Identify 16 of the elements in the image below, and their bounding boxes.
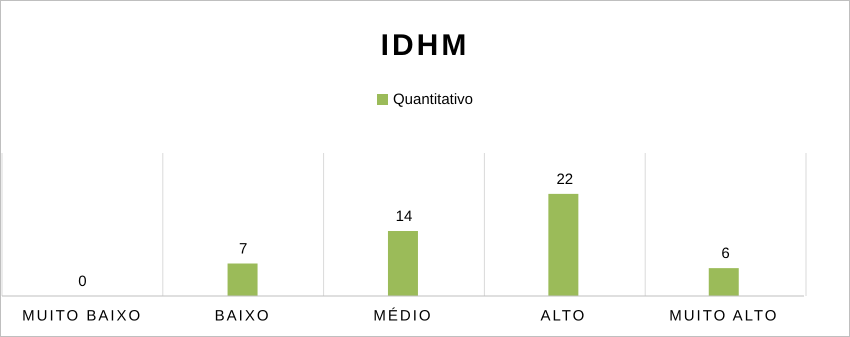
bar — [228, 264, 258, 296]
bar — [388, 231, 418, 296]
x-tick-label: MÉDIO — [373, 306, 433, 325]
x-tick-label: MUITO BAIXO — [22, 308, 142, 325]
data-label: 7 — [239, 240, 248, 258]
x-tick-label: ALTO — [540, 308, 586, 325]
bar — [548, 194, 578, 296]
data-label: 0 — [78, 273, 87, 290]
chart-title: IDHM — [380, 29, 470, 63]
x-tick-label: MUITO ALTO — [669, 308, 778, 325]
data-label: 14 — [396, 208, 412, 225]
bar — [708, 268, 739, 296]
x-tick-label: BAIXO — [214, 308, 271, 325]
data-label: 6 — [721, 245, 730, 262]
data-label: 22 — [556, 170, 574, 188]
legend-label: Quantitativo — [392, 91, 474, 108]
